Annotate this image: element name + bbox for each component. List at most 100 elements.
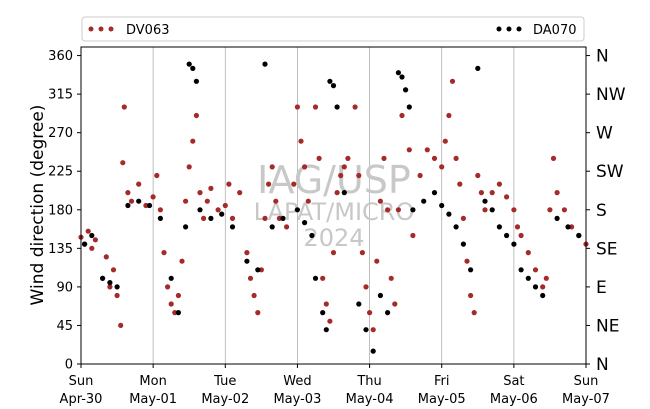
point-dv063	[453, 155, 459, 161]
point-da070	[525, 275, 531, 281]
point-dv063	[525, 250, 531, 256]
point-dv063	[504, 194, 510, 200]
point-dv063	[118, 322, 124, 328]
x-tick-day-label: Mon	[139, 374, 166, 389]
point-dv063	[165, 284, 171, 290]
point-dv063	[154, 172, 160, 179]
point-dv063	[226, 181, 232, 187]
watermark-line-3: 2024	[303, 224, 364, 252]
point-da070	[193, 78, 199, 84]
x-tick-day-label: Thu	[356, 374, 381, 389]
point-da070	[554, 215, 560, 221]
y-tick-label: 90	[56, 280, 73, 295]
point-dv063	[532, 267, 539, 273]
point-da070	[186, 61, 192, 67]
point-dv063	[168, 301, 174, 307]
point-dv063	[103, 254, 109, 260]
point-da070	[136, 198, 142, 204]
point-dv063	[345, 155, 351, 161]
point-dv063	[374, 258, 380, 264]
point-da070	[269, 224, 275, 230]
x-axis-ticks: Sun Apr-30 Mon May-01 Tue May-02 Wed May-03 Thu M…	[60, 364, 610, 407]
point-dv063	[284, 224, 290, 230]
point-dv063	[352, 104, 358, 110]
point-dv063	[183, 198, 189, 204]
point-dv063	[482, 207, 488, 213]
point-da070	[385, 310, 391, 316]
point-dv063	[255, 310, 261, 316]
point-dv063	[215, 207, 221, 213]
point-da070	[363, 327, 369, 333]
point-dv063	[514, 224, 521, 230]
y-axis-title: Wind direction (degree)	[28, 105, 48, 306]
point-da070	[100, 275, 106, 281]
x-tick-date-label: May-06	[490, 392, 538, 407]
point-dv063	[305, 198, 311, 204]
x-tick-date-label: Apr-30	[60, 392, 103, 407]
point-da070	[197, 207, 203, 213]
point-da070	[341, 190, 347, 196]
y-tick-label: 225	[48, 165, 73, 180]
y-tick-label: 45	[56, 319, 73, 334]
point-da070	[446, 211, 452, 217]
point-dv063	[251, 292, 257, 299]
x-tick-date-label: May-05	[418, 392, 466, 407]
point-dv063	[449, 78, 456, 84]
legend-marker-da070	[496, 26, 522, 32]
x-tick-day-label: Sun	[69, 374, 94, 389]
point-da070	[532, 284, 539, 290]
point-dv063	[478, 190, 484, 196]
x-tick-day-label: Sat	[503, 374, 524, 389]
point-dv063	[298, 138, 304, 144]
point-da070	[356, 301, 362, 307]
point-da070	[327, 78, 333, 84]
point-dv063	[320, 275, 326, 281]
point-da070	[190, 65, 196, 71]
point-dv063	[363, 284, 369, 290]
point-da070	[496, 224, 502, 230]
point-da070	[489, 207, 495, 213]
point-dv063	[312, 104, 319, 110]
point-da070	[280, 215, 286, 221]
y-axis-ticks: 0 45 90 135 180 225 270 315 360	[48, 49, 81, 373]
point-dv063	[110, 267, 117, 273]
point-da070	[320, 310, 326, 316]
point-dv063	[399, 112, 405, 119]
x-tick-day-label: Wed	[283, 374, 311, 389]
point-dv063	[201, 215, 207, 221]
compass-label: NE	[596, 316, 619, 336]
point-dv063	[294, 104, 300, 110]
point-da070	[82, 241, 88, 247]
point-dv063	[114, 292, 120, 299]
point-da070	[89, 232, 95, 239]
point-da070	[399, 74, 405, 80]
x-tick-date-label: May-03	[273, 392, 321, 407]
point-dv063	[370, 327, 376, 333]
point-dv063	[193, 112, 199, 119]
point-da070	[125, 202, 131, 209]
point-da070	[219, 211, 225, 217]
x-tick-date-label: May-02	[201, 392, 249, 407]
point-dv063	[291, 181, 297, 187]
point-dv063	[511, 207, 517, 213]
point-dv063	[334, 190, 340, 196]
point-dv063	[172, 310, 178, 316]
point-dv063	[543, 275, 549, 281]
point-da070	[208, 215, 214, 221]
point-dv063	[359, 250, 365, 256]
point-da070	[406, 104, 412, 110]
point-da070	[453, 224, 459, 230]
point-dv063	[190, 138, 196, 144]
point-dv063	[518, 232, 524, 239]
point-dv063	[323, 301, 329, 307]
point-da070	[114, 284, 120, 290]
compass-label: SE	[596, 239, 618, 259]
point-da070	[244, 258, 250, 264]
point-da070	[504, 232, 510, 239]
point-da070	[410, 207, 416, 213]
point-da070	[334, 104, 340, 110]
point-da070	[377, 292, 383, 299]
point-dv063	[179, 258, 185, 264]
point-dv063	[197, 190, 203, 196]
point-dv063	[442, 138, 448, 144]
